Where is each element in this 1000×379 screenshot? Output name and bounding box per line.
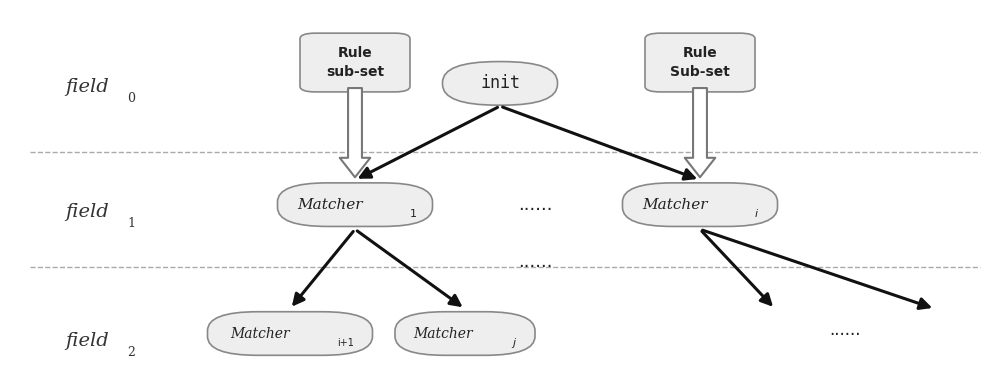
Text: Rule
Sub-set: Rule Sub-set	[670, 46, 730, 79]
Text: 1: 1	[410, 209, 417, 219]
FancyBboxPatch shape	[395, 312, 535, 356]
Text: i: i	[755, 209, 758, 219]
Text: Matcher: Matcher	[642, 198, 708, 211]
Text: i+1: i+1	[337, 338, 354, 348]
Text: 0: 0	[127, 92, 135, 105]
Text: init: init	[480, 74, 520, 92]
Text: ......: ......	[518, 196, 552, 214]
Text: ......: ......	[518, 252, 552, 271]
Text: Rule
sub-set: Rule sub-set	[326, 46, 384, 79]
Text: field: field	[65, 332, 109, 350]
FancyArrowPatch shape	[685, 88, 715, 177]
Text: field: field	[65, 78, 109, 96]
Text: 1: 1	[127, 217, 135, 230]
FancyBboxPatch shape	[622, 183, 778, 226]
Text: Matcher: Matcher	[230, 327, 290, 340]
FancyBboxPatch shape	[645, 33, 755, 92]
Text: j: j	[512, 338, 515, 348]
FancyBboxPatch shape	[442, 61, 558, 105]
FancyArrowPatch shape	[340, 88, 370, 177]
Text: 2: 2	[127, 346, 135, 359]
FancyBboxPatch shape	[300, 33, 410, 92]
Text: Matcher: Matcher	[413, 327, 473, 340]
FancyBboxPatch shape	[277, 183, 432, 226]
Text: Matcher: Matcher	[297, 198, 363, 211]
FancyBboxPatch shape	[207, 312, 372, 356]
Text: ......: ......	[829, 321, 861, 339]
Text: field: field	[65, 203, 109, 221]
